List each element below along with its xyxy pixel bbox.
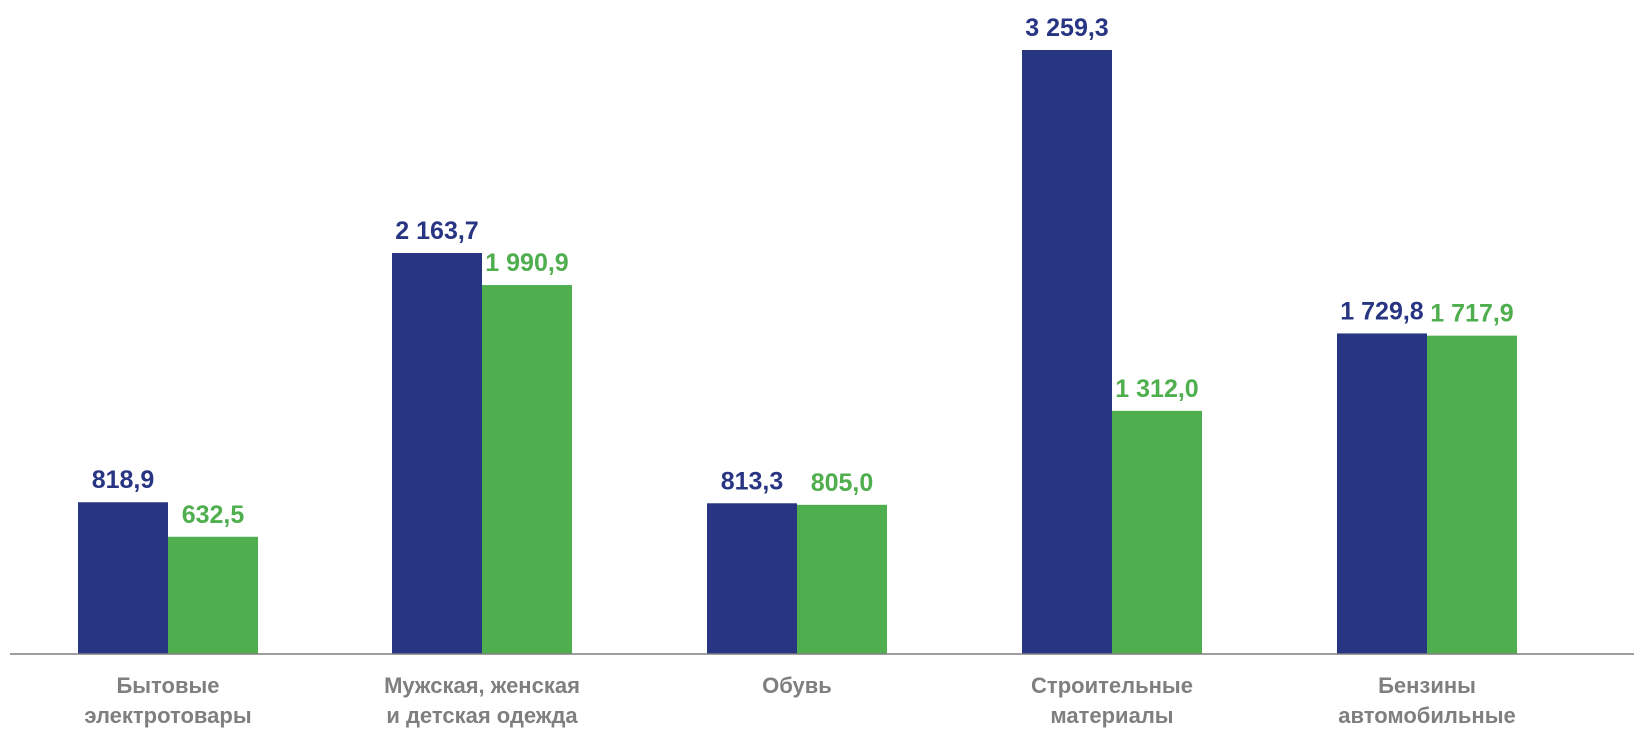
bar-series-2-cat-5 (1427, 335, 1517, 654)
value-label-series-2-cat-3: 805,0 (811, 469, 874, 497)
value-label-series-1-cat-5: 1 729,8 (1340, 297, 1424, 325)
value-label-series-2-cat-4: 1 312,0 (1115, 375, 1198, 403)
bar-series-2-cat-1 (168, 536, 258, 654)
category-label-line: и детская одежда (386, 703, 578, 728)
category-label-line: электротовары (84, 703, 251, 728)
value-label-series-2-cat-2: 1 990,9 (485, 249, 568, 277)
category-label-line: автомобильные (1338, 703, 1515, 728)
category-label-3: Обувь (762, 673, 832, 698)
value-label-series-2-cat-5: 1 717,9 (1430, 300, 1513, 328)
bar-series-1-cat-4 (1022, 50, 1112, 654)
value-label-series-2-cat-1: 632,5 (182, 501, 245, 529)
bars-layer (78, 50, 1517, 655)
bar-series-1-cat-3 (707, 503, 797, 654)
category-label-line: Бензины (1378, 673, 1476, 698)
category-label-5: Бензины автомобильные (1338, 673, 1515, 728)
category-label-2: Мужская, женская и детская одежда (384, 673, 580, 728)
bar-series-2-cat-2 (482, 285, 572, 654)
bar-series-1-cat-5 (1337, 333, 1427, 654)
category-label-line: Обувь (762, 673, 832, 698)
value-label-series-1-cat-2: 2 163,7 (395, 217, 478, 245)
bar-series-2-cat-4 (1112, 410, 1202, 654)
value-label-series-1-cat-3: 813,3 (721, 467, 784, 495)
bar-series-2-cat-3 (797, 504, 887, 654)
value-labels-layer: 818,9 632,5 2 163,71 990,9 813,3 805,0 3 259,… (92, 14, 1514, 529)
category-label-4: Строительные материалы (1031, 673, 1193, 728)
bar-series-1-cat-2 (392, 253, 482, 655)
bar-series-1-cat-1 (78, 502, 168, 654)
category-label-1: Бытовые электротовары (84, 673, 251, 728)
category-label-line: Бытовые (116, 673, 219, 698)
category-label-line: Строительные (1031, 673, 1193, 698)
category-label-line: Мужская, женская (384, 673, 580, 698)
value-label-series-1-cat-4: 3 259,3 (1025, 14, 1108, 42)
category-labels-layer: Бытовые электротовары Мужская, женская и де… (84, 673, 1515, 728)
category-label-line: материалы (1050, 703, 1173, 728)
value-label-series-1-cat-1: 818,9 (92, 466, 155, 494)
